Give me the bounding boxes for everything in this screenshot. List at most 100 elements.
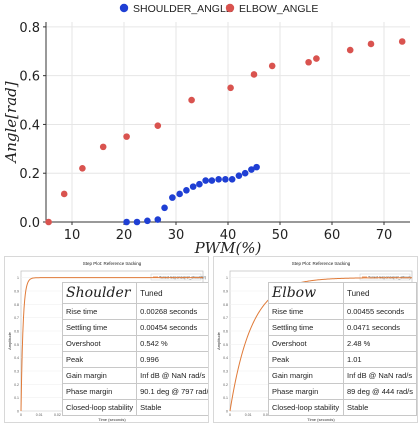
table-row: Phase margin 89 deg @ 444 rad/s [268,383,417,400]
y-tick-label: 0.2 [14,383,19,387]
elbow-panel: 00.10.20.30.40.50.60.70.80.9100.010.020.… [213,256,418,423]
table-row: Peak 0.996 [61,351,208,368]
table-row: Closed-loop stability Stable [268,399,417,416]
x-tick-label: 0.01 [245,413,252,417]
y-tick-label: 0.7 [14,316,19,320]
elbow-angle-legend-label: ELBOW_ANGLE [239,3,318,15]
step-response-curve [229,277,412,412]
y-tick-label: 0.0 [19,216,40,231]
metric-value: 0.996 [136,351,208,368]
step-plot-title: Step Plot: Reference tracking [292,261,351,266]
step-response-curve [20,277,203,412]
x-axis-label: PWM(%) [194,239,262,257]
y-tick-label: 0.2 [19,167,40,182]
y-tick-label: 0.4 [223,356,228,360]
shoulder-angle-point [144,217,151,225]
metric-label: Closed-loop stability [61,399,138,416]
elbow-angle-point [367,40,375,48]
y-tick-label: 0.6 [223,330,228,334]
metric-value: 89 deg @ 444 rad/s [343,383,417,400]
shoulder-metrics-table: Shoulder Tuned Rise time 0.00268 seconds Set… [61,282,208,416]
y-tick-label: 0.5 [14,343,19,347]
elbow-angle-point [227,84,234,92]
table-row: Rise time 0.00268 seconds [61,303,208,320]
shoulder-angle-legend-marker [119,3,129,13]
y-tick-label: 0.3 [223,370,228,374]
shoulder-angle-point [215,176,222,183]
shoulder-angle-point [183,186,190,194]
elbow-angle-point [99,143,107,151]
x-tick-label: 0 [20,413,22,417]
y-tick-label: 0.4 [14,356,19,360]
table-row: Overshoot 0.542 % [61,335,208,352]
metric-value: Stable [343,399,417,416]
metric-label: Rise time [268,303,344,320]
y-tick-label: 0.9 [14,290,19,294]
y-tick-label: 0.7 [223,316,228,320]
shoulder-panel: 00.10.20.30.40.50.60.70.80.9100.010.020.… [4,256,209,423]
shoulder-angle-point [123,218,130,226]
shoulder-angle-point [202,177,209,184]
y-tick-label: 0.2 [223,383,228,387]
elbow-angle-point [188,96,195,104]
y-tick-label: 1 [226,276,228,280]
y-tick-label: 0 [226,410,228,414]
y-tick-label: 0.5 [223,343,228,347]
step-y-axis-label: Amplitude [216,331,221,350]
x-tick-label: 0 [229,413,231,417]
table-row: Closed-loop stability Stable [61,399,208,416]
x-tick-label: 60 [324,228,341,243]
shoulder-angle-point [228,176,236,183]
shoulder-angle-point [235,172,243,179]
y-tick-label: 0.8 [14,303,19,307]
y-tick-label: 1 [17,276,19,280]
elbow-angle-point [250,71,258,78]
metric-value: Inf dB @ NaN rad/s [343,367,417,384]
metric-label: Gain margin [61,367,138,384]
table-header-row: Elbow Tuned [268,282,417,304]
shoulder-angle-point [133,218,141,226]
metric-label: Closed-loop stability [268,399,344,416]
elbow-angle-point [313,55,320,62]
metric-label: Overshoot [61,335,138,352]
y-tick-label: 0.6 [14,330,19,334]
metric-value: 2.48 % [343,335,417,352]
table-row: Settling time 0.00454 seconds [61,319,208,336]
shoulder-angle-point [222,176,229,183]
metric-value: 0.00455 seconds [343,303,417,320]
step-x-axis-label: Time (seconds) [307,417,335,422]
y-tick-label: 0.1 [223,396,228,400]
metric-label: Settling time [61,319,138,336]
elbow-angle-point [305,58,312,66]
scatter-chart: 10 20 30 40 50 60 70 0.0 0.2 0.4 0.6 0.8 PWM(%) Angle… [2,3,410,257]
metric-value: 0.00268 seconds [136,303,208,320]
column-header: Tuned [343,282,417,304]
metric-value: Stable [136,399,208,416]
x-tick-label: 0.02 [263,413,270,417]
joint-name: Elbow [268,282,344,304]
x-tick-label: 0.02 [54,413,61,417]
shoulder-angle-point [241,169,249,177]
shoulder-angle-point [253,163,260,171]
metric-value: 0.0471 seconds [343,319,417,336]
table-row: Peak 1.01 [268,351,417,368]
metric-value: 1.01 [343,351,417,368]
metric-value: 0.542 % [136,335,208,352]
metric-label: Peak [61,351,138,368]
elbow-angle-point [346,46,354,54]
shoulder-angle-point [161,204,168,212]
metric-value: 0.00454 seconds [136,319,208,336]
step-y-axis-label: Amplitude [7,331,12,350]
elbow-angle-point [268,62,276,70]
metric-value: Inf dB @ NaN rad/s [136,367,208,384]
metric-label: Phase margin [61,383,138,400]
shoulder-angle-point [196,180,203,188]
elbow-angle-point [123,133,130,140]
table-row: Gain margin Inf dB @ NaN rad/s [61,367,208,384]
joint-name: Shoulder [61,282,138,304]
x-tick-label: 70 [376,228,393,243]
x-tick-label: 50 [272,228,289,243]
step-plot-title: Step Plot: Reference tracking [83,261,142,266]
step-x-axis-label: Time (seconds) [98,417,126,422]
y-tick-label: 0.4 [19,118,40,133]
